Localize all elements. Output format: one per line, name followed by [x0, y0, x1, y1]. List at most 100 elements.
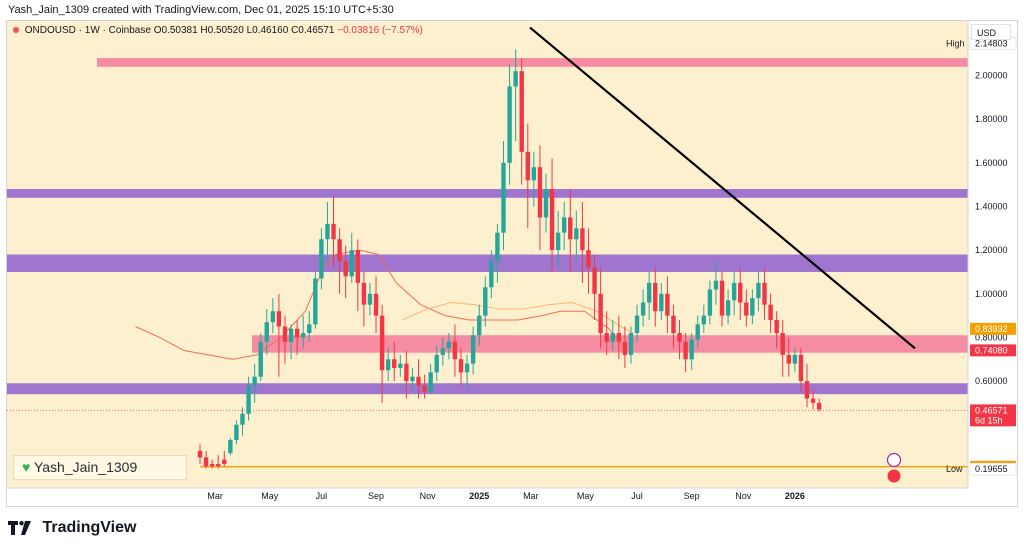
- candle[interactable]: [738, 282, 743, 303]
- candle[interactable]: [671, 315, 676, 334]
- candle[interactable]: [549, 189, 555, 251]
- candle[interactable]: [276, 311, 282, 327]
- candle[interactable]: [762, 282, 767, 305]
- candle[interactable]: [507, 86, 512, 163]
- candle[interactable]: [725, 300, 731, 316]
- candle[interactable]: [580, 228, 585, 251]
- candle[interactable]: [252, 376, 257, 386]
- candle[interactable]: [628, 333, 634, 355]
- candle[interactable]: [622, 341, 628, 355]
- candle[interactable]: [653, 282, 658, 312]
- candle[interactable]: [258, 341, 263, 377]
- trendline[interactable]: [529, 26, 916, 350]
- candle[interactable]: [367, 293, 373, 305]
- candle[interactable]: [713, 280, 719, 290]
- candle[interactable]: [719, 280, 725, 316]
- tradingview-logo[interactable]: TradingView: [8, 519, 136, 537]
- candle[interactable]: [228, 439, 233, 454]
- candle[interactable]: [513, 71, 518, 87]
- zone-zone-0.57[interactable]: [7, 383, 968, 395]
- lightning-event-icon[interactable]: [886, 452, 902, 468]
- candle[interactable]: [416, 376, 421, 386]
- candle[interactable]: [804, 381, 810, 399]
- candle[interactable]: [665, 293, 670, 316]
- candle[interactable]: [574, 228, 579, 240]
- flag-event-icon[interactable]: [887, 469, 901, 483]
- candle[interactable]: [428, 372, 433, 392]
- candle[interactable]: [683, 341, 688, 360]
- candle[interactable]: [361, 282, 367, 305]
- candle[interactable]: [525, 151, 530, 181]
- candle[interactable]: [373, 293, 379, 316]
- moving-average-line-2[interactable]: [402, 302, 634, 334]
- candle[interactable]: [458, 359, 464, 373]
- zone-zone-1.15[interactable]: [7, 254, 968, 272]
- candle[interactable]: [786, 354, 791, 364]
- currency-selector[interactable]: USD: [971, 24, 1011, 40]
- candle[interactable]: [313, 278, 318, 325]
- candle[interactable]: [519, 71, 524, 152]
- candle[interactable]: [349, 250, 354, 277]
- candle[interactable]: [209, 463, 215, 467]
- candle[interactable]: [616, 333, 622, 342]
- candle[interactable]: [792, 354, 798, 364]
- candle[interactable]: [640, 302, 646, 316]
- candle[interactable]: [731, 282, 737, 301]
- candle[interactable]: [780, 333, 785, 355]
- candle[interactable]: [659, 293, 664, 312]
- candle[interactable]: [495, 232, 500, 262]
- candle[interactable]: [222, 459, 227, 464]
- candle[interactable]: [246, 385, 251, 414]
- candle[interactable]: [464, 363, 470, 373]
- candle[interactable]: [774, 319, 779, 334]
- zone-resistance-high[interactable]: [97, 58, 968, 67]
- candle[interactable]: [598, 293, 603, 334]
- candle[interactable]: [470, 335, 476, 364]
- candle[interactable]: [452, 341, 458, 360]
- candle[interactable]: [440, 348, 445, 355]
- candle[interactable]: [294, 328, 300, 338]
- candle[interactable]: [234, 424, 239, 440]
- candle[interactable]: [398, 363, 403, 368]
- candle[interactable]: [240, 413, 245, 425]
- candle[interactable]: [604, 333, 609, 342]
- zone-zone-1.45[interactable]: [7, 189, 968, 198]
- candle[interactable]: [385, 359, 391, 371]
- candle[interactable]: [634, 315, 640, 334]
- candle[interactable]: [483, 287, 488, 316]
- candle[interactable]: [531, 167, 537, 181]
- candle[interactable]: [489, 261, 494, 288]
- candle[interactable]: [300, 333, 306, 338]
- candle[interactable]: [810, 398, 816, 403]
- candle[interactable]: [477, 315, 482, 336]
- candle[interactable]: [646, 282, 652, 303]
- candle[interactable]: [343, 261, 348, 277]
- candle[interactable]: [798, 354, 804, 382]
- candle[interactable]: [750, 298, 755, 316]
- candle[interactable]: [270, 311, 276, 323]
- candle[interactable]: [404, 363, 409, 382]
- zone-zone-0.77[interactable]: [252, 335, 968, 353]
- candle[interactable]: [695, 324, 700, 340]
- candle[interactable]: [319, 239, 324, 279]
- candle[interactable]: [756, 282, 761, 299]
- candle[interactable]: [379, 315, 385, 371]
- candle[interactable]: [197, 450, 203, 458]
- candle[interactable]: [568, 217, 573, 240]
- candle[interactable]: [610, 333, 615, 342]
- candle[interactable]: [768, 304, 773, 320]
- candle[interactable]: [816, 402, 822, 410]
- moving-average-line[interactable]: [135, 249, 628, 360]
- candle[interactable]: [203, 457, 209, 467]
- candle[interactable]: [264, 322, 269, 342]
- candle[interactable]: [282, 326, 288, 342]
- candle[interactable]: [331, 223, 336, 240]
- candle[interactable]: [337, 239, 342, 262]
- candle[interactable]: [288, 328, 294, 342]
- candle[interactable]: [689, 339, 694, 360]
- candle[interactable]: [592, 267, 597, 294]
- candle[interactable]: [537, 167, 543, 218]
- candle[interactable]: [355, 250, 361, 283]
- candle[interactable]: [586, 250, 591, 268]
